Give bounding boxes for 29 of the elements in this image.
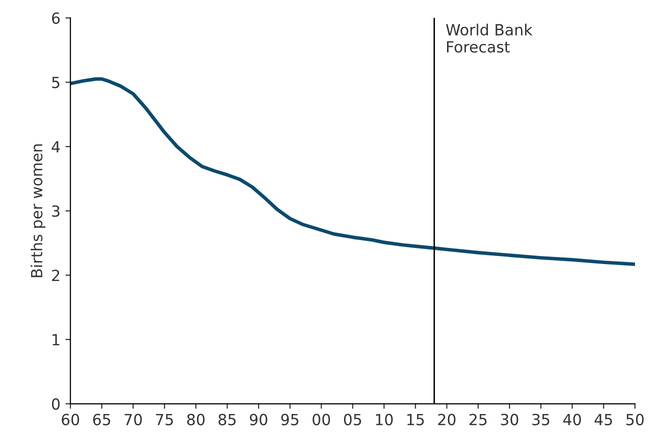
x-tick-label: 00 <box>312 414 330 426</box>
x-tick-label: 05 <box>344 414 362 426</box>
y-tick-label: 3 <box>52 205 60 217</box>
x-tick-label: 95 <box>281 414 298 426</box>
x-tick-label: 70 <box>124 414 142 426</box>
y-tick-label: 2 <box>52 270 60 281</box>
x-tick-label: 80 <box>187 414 205 426</box>
ref-line-label: World Bank Forecast <box>446 24 532 53</box>
y-tick-label: 1 <box>52 334 60 346</box>
x-tick-label: 60 <box>62 414 80 426</box>
x-tick-label: 35 <box>532 414 550 426</box>
x-tick-label: 90 <box>250 414 268 426</box>
x-tick-label: 25 <box>470 414 487 426</box>
x-tick-label: 10 <box>376 414 393 426</box>
x-tick-label: 30 <box>500 414 518 426</box>
x-tick-label: 40 <box>563 414 581 426</box>
x-tick-label: 65 <box>93 414 110 426</box>
y-tick-label: 5 <box>52 76 60 88</box>
y-tick-label: 4 <box>52 141 60 152</box>
y-tick-label: 6 <box>52 12 60 24</box>
x-tick-label: 75 <box>156 414 173 426</box>
x-tick-label: 20 <box>438 414 456 426</box>
y-tick-label: 0 <box>52 398 60 410</box>
x-tick-label: 50 <box>626 414 644 426</box>
x-tick-label: 45 <box>594 414 612 426</box>
line-series <box>70 77 635 266</box>
x-tick-label: 85 <box>218 414 236 426</box>
x-tick-label: 15 <box>407 414 424 426</box>
y-axis-title: Births per women <box>30 144 46 278</box>
